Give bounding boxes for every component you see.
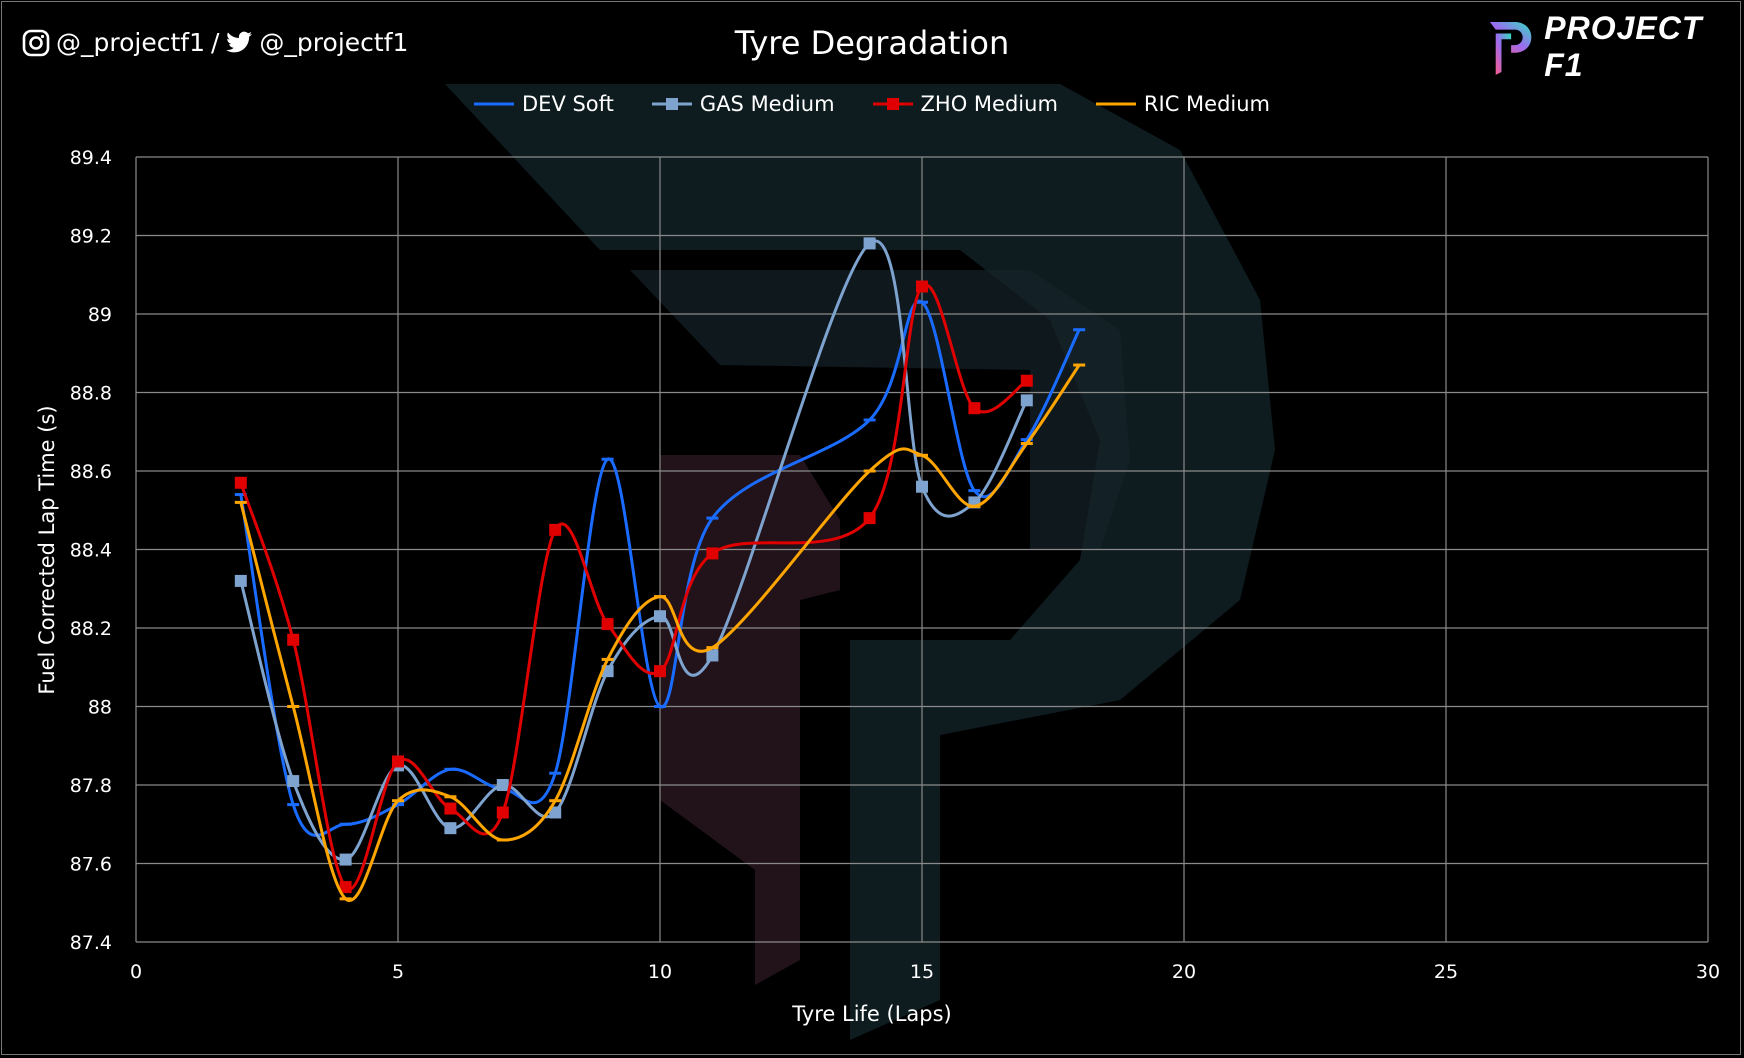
- x-tick-label: 15: [910, 961, 934, 983]
- x-tick-label: 0: [130, 961, 142, 983]
- data-point: [234, 574, 247, 587]
- data-point: [863, 237, 876, 250]
- logo-text: PROJECT F1: [1544, 10, 1703, 83]
- legend: DEV Soft GAS Medium ZHO Medium RIC Medium: [0, 92, 1744, 116]
- legend-swatch: [1095, 102, 1136, 106]
- legend-item-dev-soft: DEV Soft: [474, 92, 614, 116]
- legend-item-zho-medium: ZHO Medium: [872, 92, 1058, 116]
- data-point: [496, 806, 509, 819]
- instagram-handle[interactable]: @_projectf1: [56, 28, 205, 57]
- data-point: [706, 649, 719, 662]
- y-tick-label: 87.6: [70, 854, 112, 876]
- y-tick-label: 87.4: [70, 932, 112, 954]
- twitter-icon: [226, 31, 253, 52]
- data-point: [339, 853, 352, 866]
- instagram-icon: [22, 29, 50, 56]
- data-point: [916, 280, 928, 293]
- x-tick-label: 20: [1172, 961, 1196, 983]
- legend-item-gas-medium: GAS Medium: [651, 92, 835, 116]
- series-zho-medium: [234, 280, 1033, 894]
- data-point: [392, 755, 404, 768]
- x-tick-label: 30: [1696, 961, 1720, 983]
- data-point: [601, 618, 614, 631]
- x-tick-label: 5: [392, 961, 404, 983]
- data-point: [1020, 374, 1033, 387]
- y-tick-label: 88.2: [70, 618, 112, 640]
- data-point: [234, 476, 247, 489]
- data-point: [916, 480, 928, 493]
- projectf1-logo-icon: [1489, 21, 1532, 75]
- series-line-dev-soft: [239, 299, 1081, 837]
- data-point: [863, 512, 876, 525]
- legend-swatch: [872, 98, 913, 110]
- watermark-logo: [445, 84, 1275, 1040]
- legend-label: RIC Medium: [1143, 92, 1270, 116]
- legend-item-ric-medium: RIC Medium: [1095, 92, 1270, 116]
- legend-label: GAS Medium: [699, 92, 835, 116]
- legend-label: DEV Soft: [522, 92, 614, 116]
- y-tick-label: 89.4: [70, 147, 112, 169]
- y-tick-label: 88.6: [70, 461, 112, 483]
- data-point: [706, 547, 719, 560]
- y-axis-label: Fuel Corrected Lap Time (s): [35, 405, 59, 695]
- legend-swatch: [474, 102, 514, 106]
- data-point: [496, 779, 509, 791]
- data-point: [549, 806, 562, 819]
- social-handles: @_projectf1 / @_projectf1: [22, 28, 408, 57]
- x-tick-label: 25: [1434, 961, 1458, 983]
- x-tick-label: 10: [648, 961, 672, 983]
- chart-title: Tyre Degradation: [734, 24, 1010, 62]
- y-tick-label: 89: [88, 304, 112, 326]
- legend-label: ZHO Medium: [920, 92, 1058, 116]
- grid: [135, 156, 1709, 943]
- data-point: [654, 610, 666, 623]
- data-point: [287, 633, 300, 646]
- y-tick-label: 87.8: [70, 775, 112, 797]
- series-ric-medium: [234, 363, 1086, 903]
- legend-swatch: [651, 98, 692, 110]
- brand-logo: PROJECT F1: [1488, 10, 1744, 84]
- data-point: [968, 402, 981, 415]
- data-point: [339, 881, 352, 894]
- data-point: [287, 775, 300, 788]
- series-dev-soft: [234, 299, 1086, 837]
- separator: /: [210, 28, 220, 57]
- data-point: [654, 665, 666, 678]
- y-tick-label: 89.2: [70, 226, 112, 248]
- x-axis-label: Tyre Life (Laps): [792, 1002, 952, 1026]
- data-point: [549, 523, 562, 536]
- y-tick-label: 88: [88, 697, 112, 719]
- twitter-handle[interactable]: @_projectf1: [259, 28, 409, 57]
- tick-labels: 87.4 87.6 87.8 88 88.2 88.4 88.6 88.8 89 89.2 89.4…: [70, 147, 1720, 983]
- data-point: [444, 802, 457, 815]
- data-point: [1020, 394, 1033, 407]
- series-layer: [234, 237, 1086, 903]
- y-tick-label: 88.8: [70, 383, 112, 405]
- y-tick-label: 88.4: [70, 540, 112, 562]
- data-point: [444, 822, 457, 835]
- series-line-ric-medium: [239, 364, 1081, 903]
